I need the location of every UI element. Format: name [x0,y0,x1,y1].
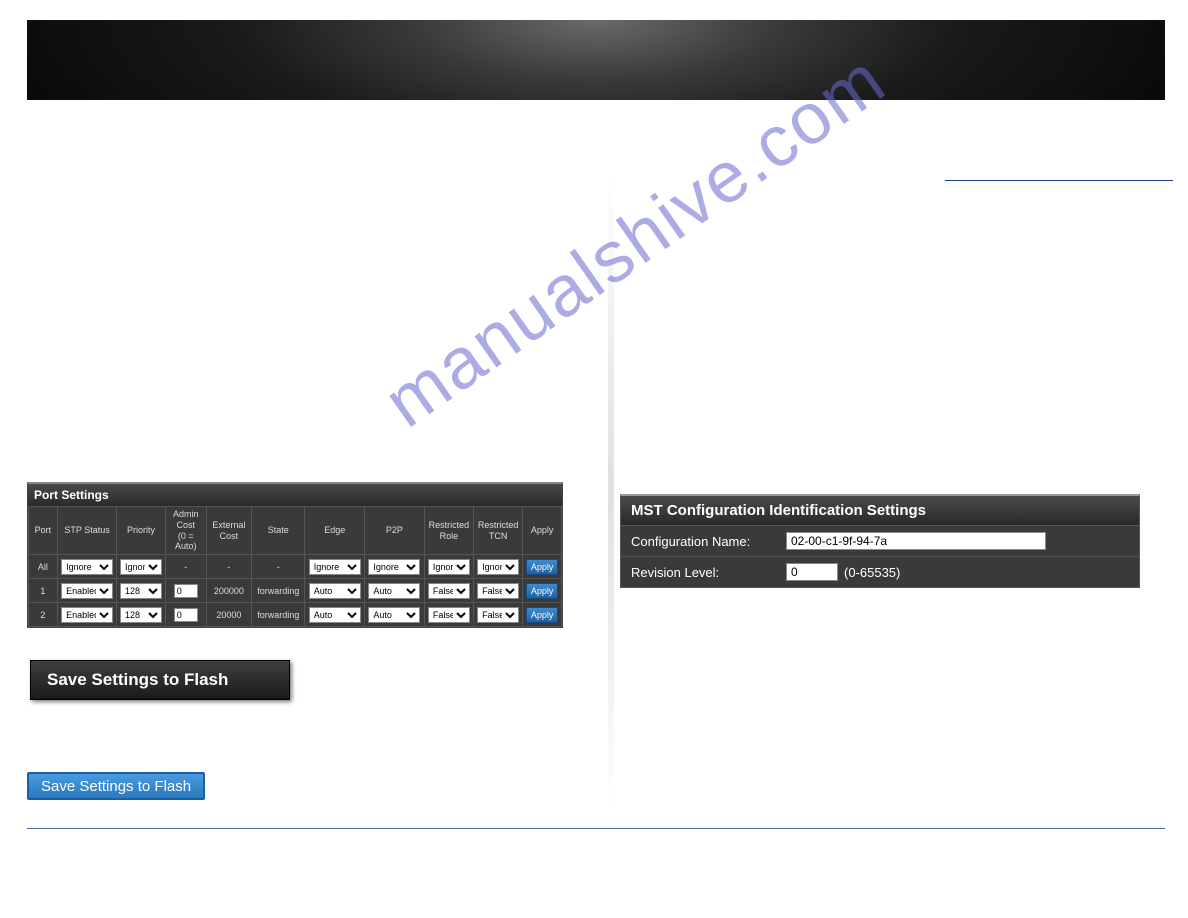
top-underline [945,180,1173,181]
apply-button[interactable]: Apply [526,583,559,599]
port-settings-title: Port Settings [28,484,562,506]
admin-cost-input[interactable] [174,608,198,622]
ext-cost-cell: - [206,555,251,579]
dropdown[interactable]: Auto [368,607,420,623]
dropdown[interactable]: Auto [368,583,420,599]
save-blue-label: Save Settings to Flash [41,778,191,795]
column-header: Restricted TCN [474,507,523,555]
dropdown[interactable]: False [428,607,470,623]
table-header-row: PortSTP StatusPriorityAdmin Cost (0 =Aut… [29,507,562,555]
revision-label: Revision Level: [631,565,786,580]
column-header: State [252,507,305,555]
column-header: Port [29,507,58,555]
port-settings-table: PortSTP StatusPriorityAdmin Cost (0 =Aut… [28,506,562,627]
admin-cost-cell: - [165,555,206,579]
port-cell: 2 [29,603,58,627]
dropdown[interactable]: 128 [120,583,162,599]
save-dark-label: Save Settings to Flash [47,670,228,690]
mst-revision-row: Revision Level: (0-65535) [621,556,1139,587]
config-name-label: Configuration Name: [631,534,786,549]
column-header: Apply [523,507,562,555]
column-header: Restricted Role [424,507,473,555]
table-row: 1Enabled128200000forwardingAutoAutoFalse… [29,579,562,603]
mst-config-name-row: Configuration Name: [621,525,1139,556]
dropdown[interactable]: False [477,607,519,623]
dropdown[interactable]: Ignore [120,559,162,575]
state-cell: forwarding [252,603,305,627]
dropdown[interactable]: Enabled [61,607,113,623]
dropdown[interactable]: Ignore [428,559,470,575]
mst-config-panel: MST Configuration Identification Setting… [620,494,1140,588]
admin-cost-input[interactable] [174,584,198,598]
state-cell: forwarding [252,579,305,603]
mst-config-title: MST Configuration Identification Setting… [621,496,1139,525]
dropdown[interactable]: Ignore [309,559,361,575]
column-header: P2P [365,507,425,555]
apply-button[interactable]: Apply [526,559,559,575]
table-row: 2Enabled12820000forwardingAutoAutoFalseF… [29,603,562,627]
column-header: Admin Cost (0 =Auto) [165,507,206,555]
dropdown[interactable]: 128 [120,607,162,623]
dropdown[interactable]: Auto [309,583,361,599]
port-cell: 1 [29,579,58,603]
ext-cost-cell: 200000 [206,579,251,603]
dropdown[interactable]: Enabled [61,583,113,599]
column-header: STP Status [57,507,117,555]
ext-cost-cell: 20000 [206,603,251,627]
apply-button[interactable]: Apply [526,607,559,623]
column-header: Priority [117,507,165,555]
dropdown[interactable]: Ignore [368,559,420,575]
dropdown[interactable]: Ignore [477,559,519,575]
port-settings-panel: Port Settings PortSTP StatusPriorityAdmi… [27,482,563,628]
dropdown[interactable]: False [477,583,519,599]
config-name-input[interactable] [786,532,1046,550]
table-row: AllIgnoreIgnore---IgnoreIgnoreIgnoreIgno… [29,555,562,579]
save-to-flash-blue-button[interactable]: Save Settings to Flash [27,772,205,800]
header-banner [27,20,1165,100]
bottom-rule [27,828,1165,829]
column-header: External Cost [206,507,251,555]
state-cell: - [252,555,305,579]
dropdown[interactable]: Ignore [61,559,113,575]
dropdown[interactable]: Auto [309,607,361,623]
save-to-flash-dark-button[interactable]: Save Settings to Flash [30,660,290,700]
port-cell: All [29,555,58,579]
revision-hint: (0-65535) [844,565,900,580]
revision-input[interactable] [786,563,838,581]
column-header: Edge [305,507,365,555]
dropdown[interactable]: False [428,583,470,599]
column-divider [608,170,614,810]
